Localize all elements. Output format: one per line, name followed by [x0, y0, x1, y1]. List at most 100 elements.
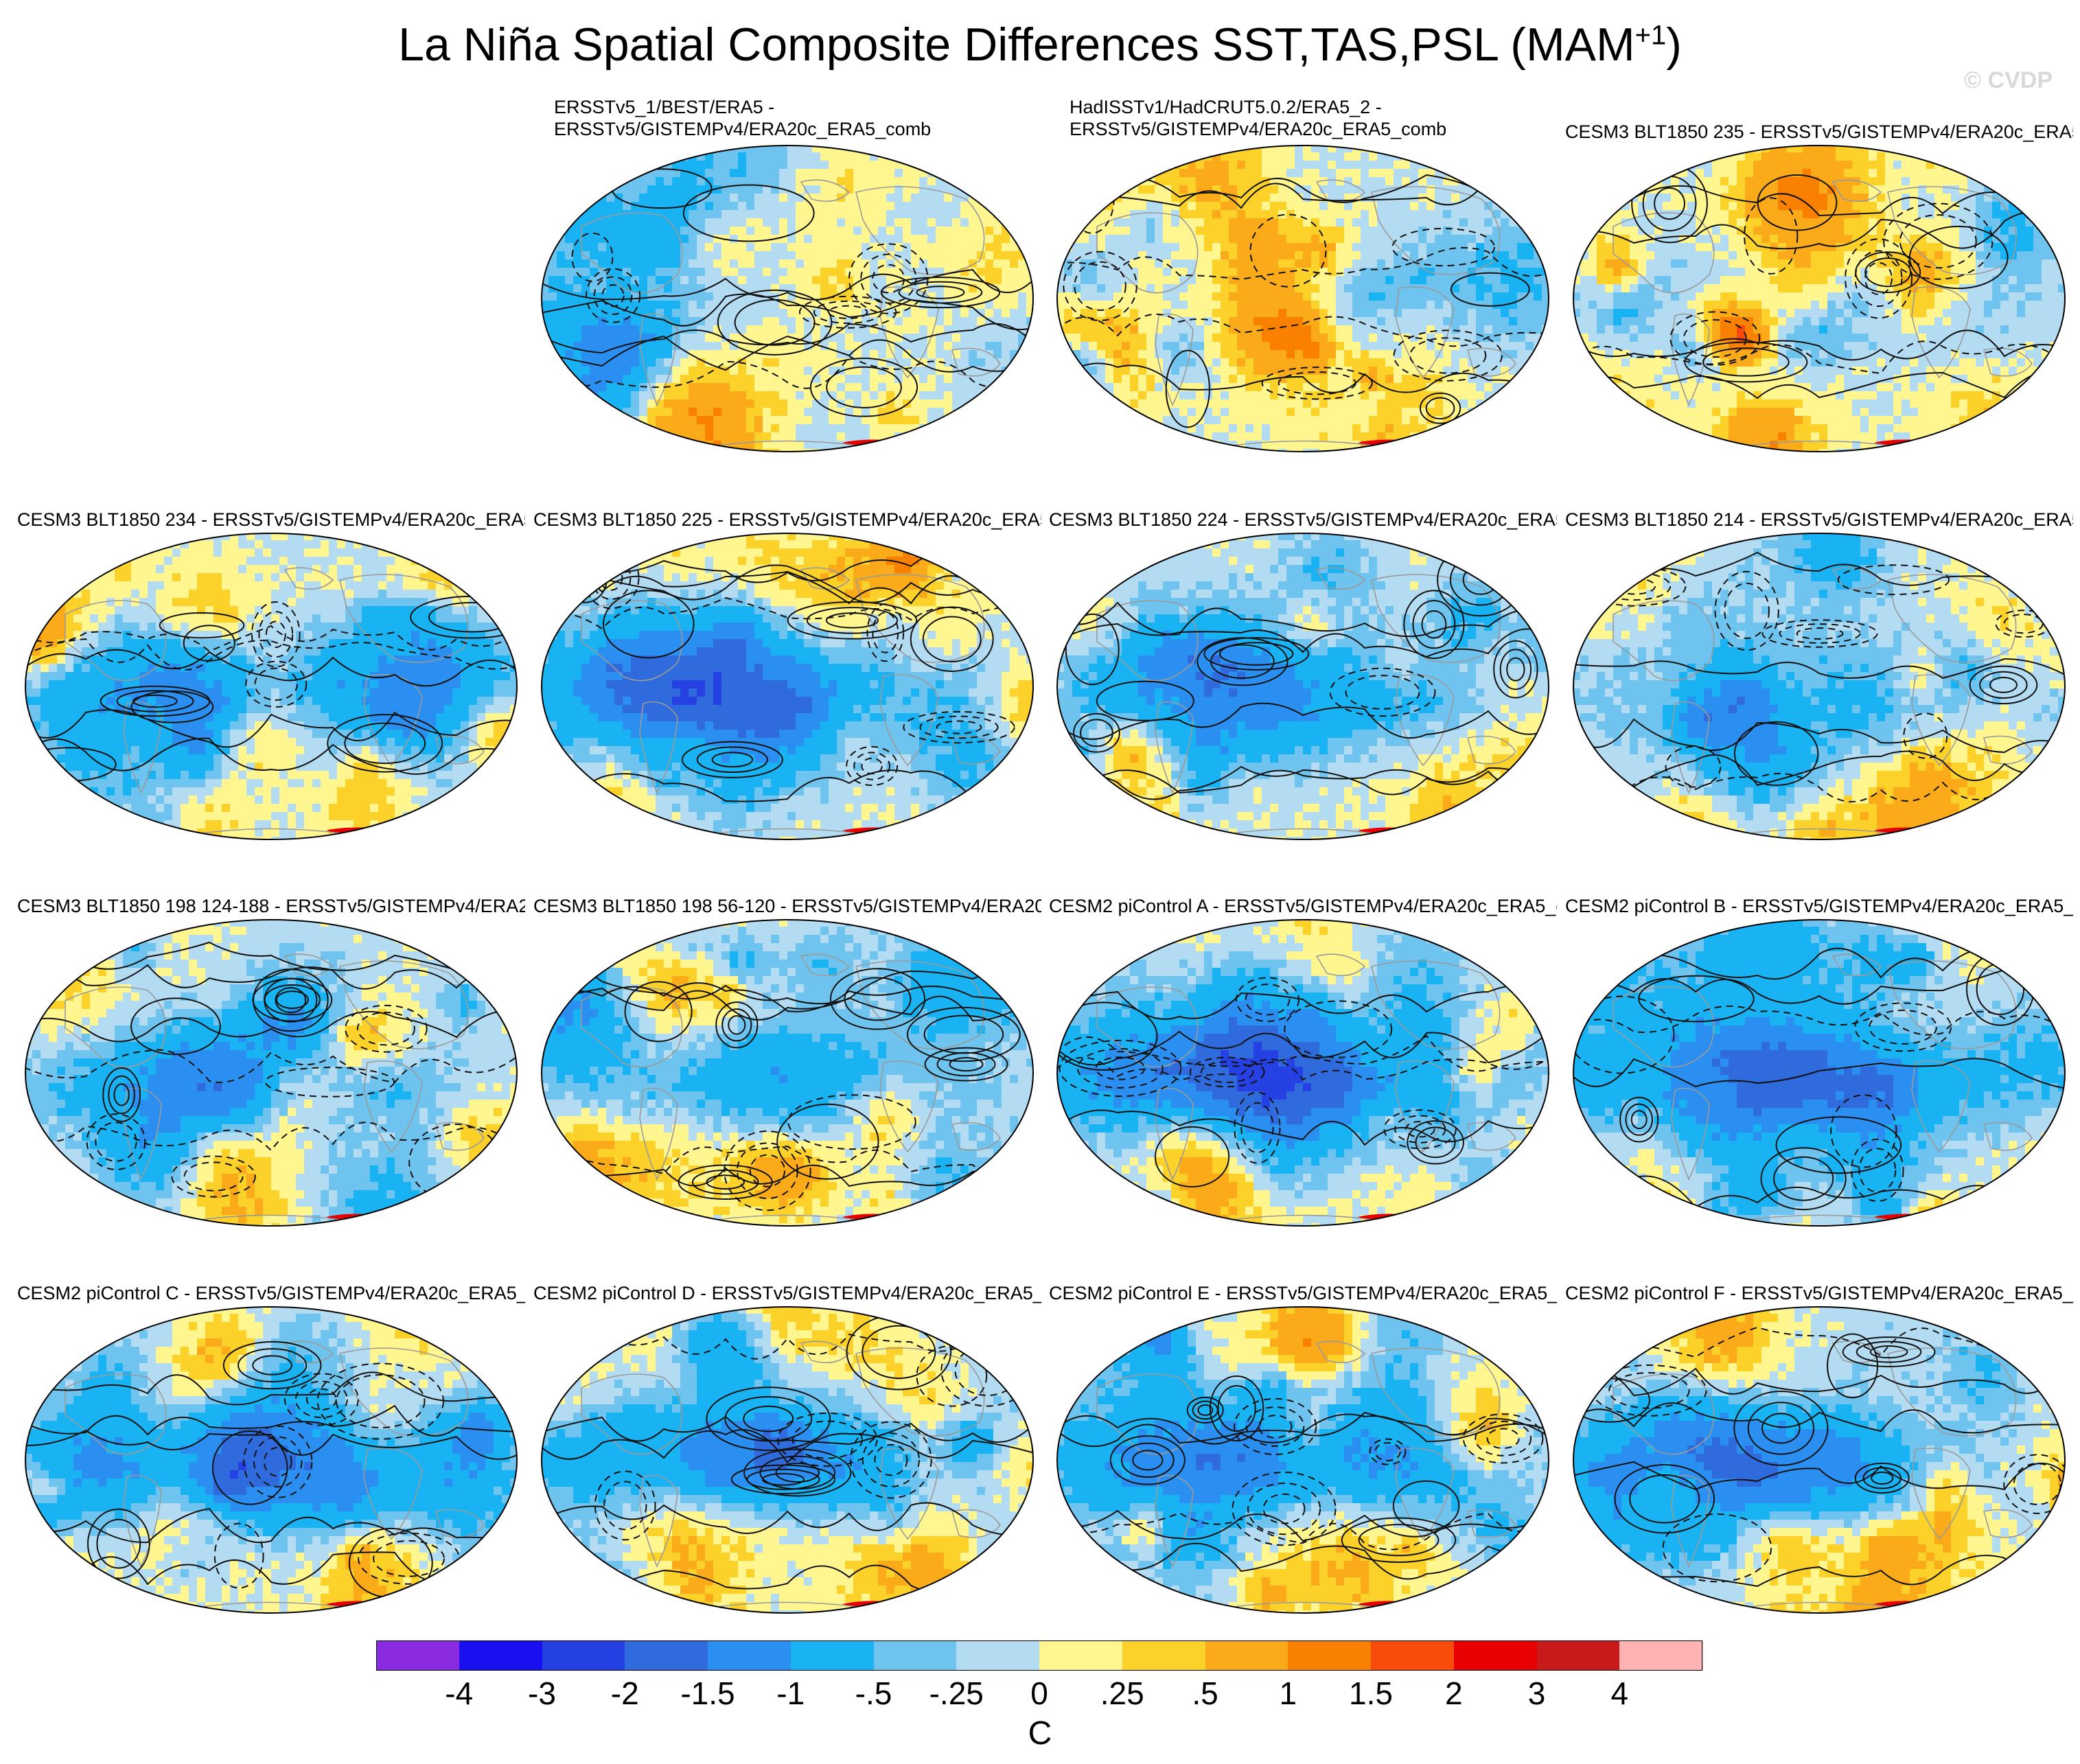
colorbar-swatch — [708, 1640, 791, 1671]
world-map — [541, 533, 1034, 840]
figure-title-close: ) — [1666, 19, 1682, 71]
world-map — [541, 1306, 1034, 1614]
continent-outlines — [1613, 953, 2033, 1221]
map-panel: CESM2 piControl F - ERSSTv5/GISTEMPv4/ER… — [1565, 1257, 2073, 1642]
figure-title-superscript: +1 — [1635, 20, 1667, 50]
colorbar-tick-label: 1.5 — [1349, 1675, 1393, 1712]
panel-title: CESM3 BLT1850 225 - ERSSTv5/GISTEMPv4/ER… — [533, 509, 1041, 532]
temperature-field — [25, 1307, 517, 1613]
continent-outlines — [1096, 179, 1516, 447]
colorbar-tick-label: -1 — [776, 1675, 805, 1712]
continent-outlines — [581, 953, 1001, 1221]
world-map — [1056, 145, 1549, 452]
map-panel: CESM3 BLT1850 198 56-120 - ERSSTv5/GISTE… — [533, 870, 1041, 1255]
world-map — [1573, 145, 2066, 452]
psl-contours — [1057, 543, 1549, 800]
panel-title: CESM3 BLT1850 235 - ERSSTv5/GISTEMPv4/ER… — [1565, 121, 2073, 144]
figure-title: La Niña Spatial Composite Differences SS… — [0, 18, 2080, 71]
continent-outlines — [1613, 1341, 2033, 1608]
world-map — [541, 919, 1034, 1227]
map-outline — [1056, 533, 1549, 840]
psl-contours — [25, 1341, 517, 1599]
psl-contours — [1573, 551, 2065, 803]
map-panel: CESM3 BLT1850 235 - ERSSTv5/GISTEMPv4/ER… — [1565, 96, 2073, 480]
world-map — [1056, 1306, 1549, 1614]
colorbar-swatch — [873, 1640, 957, 1671]
colorbar-swatch — [1205, 1640, 1289, 1671]
map-outline — [1056, 919, 1549, 1227]
colorbar-swatch — [1122, 1640, 1205, 1671]
colorbar-swatch — [790, 1640, 874, 1671]
map-panel: CESM2 piControl D - ERSSTv5/GISTEMPv4/ER… — [533, 1257, 1041, 1642]
panel-title: CESM3 BLT1850 198 124-188 - ERSSTv5/GIST… — [17, 895, 525, 918]
panel-title: CESM3 BLT1850 224 - ERSSTv5/GISTEMPv4/ER… — [1049, 509, 1557, 532]
panel-title: CESM2 piControl A - ERSSTv5/GISTEMPv4/ER… — [1049, 895, 1557, 918]
temperature-field — [1573, 1307, 2065, 1613]
continent-outlines — [1096, 953, 1516, 1221]
colorbar-swatch — [459, 1640, 542, 1671]
colorbar-tick-label: -3 — [528, 1675, 556, 1712]
world-map — [1056, 533, 1549, 840]
colorbar-swatch — [376, 1640, 460, 1671]
psl-contours — [1057, 1375, 1549, 1580]
map-panel: ERSSTv5_1/BEST/ERA5 - ERSSTv5/GISTEMPv4/… — [533, 96, 1041, 480]
panel-title: CESM2 piControl B - ERSSTv5/GISTEMPv4/ER… — [1565, 895, 2073, 918]
map-panel: CESM3 BLT1850 225 - ERSSTv5/GISTEMPv4/ER… — [533, 484, 1041, 868]
colorbar-swatch — [625, 1640, 708, 1671]
map-panel: CESM2 piControl B - ERSSTv5/GISTEMPv4/ER… — [1565, 870, 2073, 1255]
psl-contours — [25, 939, 517, 1202]
map-outline — [25, 533, 518, 840]
panel-title: ERSSTv5_1/BEST/ERA5 - ERSSTv5/GISTEMPv4/… — [533, 96, 1041, 144]
continent-outlines — [581, 567, 1001, 835]
map-outline — [1573, 533, 2066, 840]
map-panel: CESM2 piControl A - ERSSTv5/GISTEMPv4/ER… — [1049, 870, 1557, 1255]
colorbar-swatch — [542, 1640, 625, 1671]
temperature-field — [1573, 920, 2065, 1226]
colorbar-tick-label: -.25 — [929, 1675, 984, 1712]
colorbar-units: C — [0, 1715, 2080, 1752]
colorbar-swatch — [1288, 1640, 1372, 1671]
map-panel: CESM2 piControl E - ERSSTv5/GISTEMPv4/ER… — [1049, 1257, 1557, 1642]
world-map — [25, 919, 518, 1227]
map-outline — [1573, 1306, 2066, 1614]
psl-contours — [542, 966, 1033, 1211]
world-map — [1573, 1306, 2066, 1614]
continent-outlines — [1613, 179, 2033, 447]
map-outline — [541, 919, 1034, 1227]
colorbar-tick-label: .5 — [1192, 1675, 1218, 1712]
world-map — [25, 533, 518, 840]
map-outline — [25, 919, 518, 1227]
continent-outlines — [65, 953, 485, 1221]
colorbar-swatch — [1039, 1640, 1123, 1671]
colorbar-swatch — [1371, 1640, 1455, 1671]
colorbar-tick-label: .25 — [1100, 1675, 1144, 1712]
colorbar-swatch — [1536, 1640, 1620, 1671]
colorbar-tick-label: -2 — [611, 1675, 639, 1712]
panel-title: CESM2 piControl D - ERSSTv5/GISTEMPv4/ER… — [533, 1282, 1041, 1305]
map-outline — [541, 1306, 1034, 1614]
psl-contours — [542, 168, 1033, 417]
cvdp-credit: © CVDP — [1964, 67, 2053, 94]
colorbar-tick-label: 3 — [1528, 1675, 1546, 1712]
psl-contours — [1057, 977, 1549, 1188]
map-panel: HadISSTv1/HadCRUT5.0.2/ERA5_2 - ERSSTv5/… — [1049, 96, 1557, 480]
psl-contours — [25, 595, 517, 782]
panel-title: CESM2 piControl F - ERSSTv5/GISTEMPv4/ER… — [1565, 1282, 2073, 1305]
map-outline — [1573, 919, 2066, 1227]
panel-title: CESM3 BLT1850 234 - ERSSTv5/GISTEMPv4/ER… — [17, 509, 525, 532]
continent-outlines — [65, 1341, 485, 1608]
panel-title: HadISSTv1/HadCRUT5.0.2/ERA5_2 - ERSSTv5/… — [1049, 96, 1557, 144]
map-outline — [1056, 145, 1549, 452]
colorbar-swatch — [1453, 1640, 1537, 1671]
map-panel: CESM3 BLT1850 234 - ERSSTv5/GISTEMPv4/ER… — [17, 484, 525, 868]
figure-title-text: La Niña Spatial Composite Differences SS… — [398, 19, 1634, 71]
colorbar-swatch — [956, 1640, 1040, 1671]
continent-outlines — [581, 179, 1001, 447]
colorbar-tick-label: 4 — [1610, 1675, 1628, 1712]
panel-title: CESM2 piControl C - ERSSTv5/GISTEMPv4/ER… — [17, 1282, 525, 1305]
map-panel: CESM3 BLT1850 214 - ERSSTv5/GISTEMPv4/ER… — [1565, 484, 2073, 868]
colorbar-swatch — [1619, 1640, 1703, 1671]
panel-title: CESM3 BLT1850 198 56-120 - ERSSTv5/GISTE… — [533, 895, 1041, 918]
colorbar-tick-label: -1.5 — [680, 1675, 735, 1712]
world-map — [1056, 919, 1549, 1227]
